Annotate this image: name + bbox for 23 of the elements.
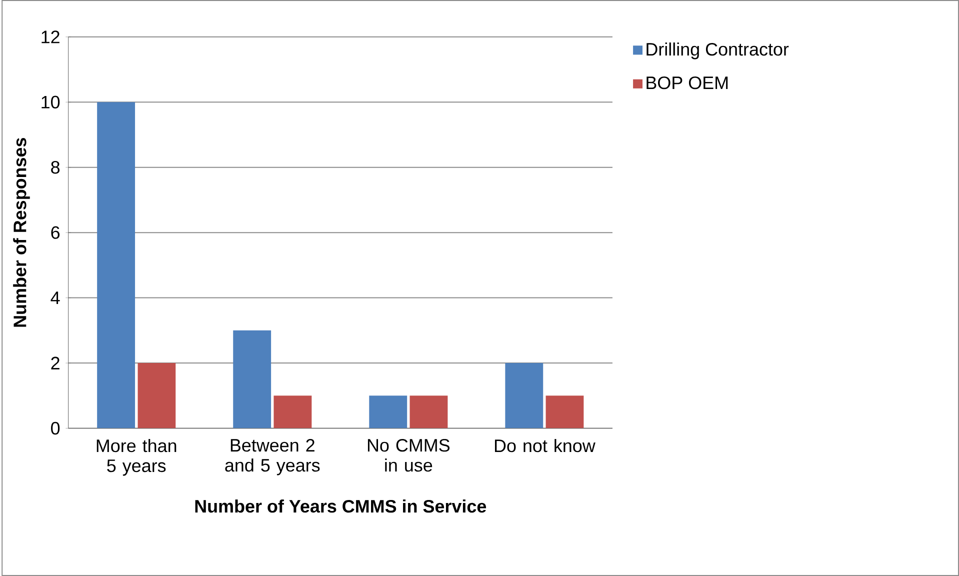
x-tick-label: More than 5 years — [96, 438, 176, 476]
y-tick-label: 10 — [42, 96, 60, 108]
y-tick-label: 6 — [51, 226, 60, 239]
bar — [233, 330, 272, 428]
bar — [505, 363, 544, 428]
bar — [138, 363, 176, 428]
x-axis-title: Number of Years CMMS in Service — [195, 499, 486, 513]
y-tick-label: 2 — [51, 356, 60, 370]
y-tick-label: 12 — [42, 30, 60, 44]
x-tick-label: Do not know — [494, 438, 596, 452]
bar — [369, 396, 408, 428]
legend-label: BOP OEM — [646, 76, 728, 90]
legend-label: Drilling Contractor — [646, 42, 789, 60]
bar — [410, 396, 448, 428]
y-axis-title: Number of Responses — [13, 138, 30, 327]
bar — [546, 396, 584, 428]
x-tick-label: Between 2 and 5 years — [225, 438, 320, 476]
bar — [97, 102, 136, 428]
bar — [274, 396, 312, 428]
y-tick-label: 4 — [50, 292, 60, 304]
y-tick-label: 0 — [51, 422, 60, 435]
y-tick-label: 8 — [51, 160, 60, 174]
x-tick-label: No CMMS in use — [368, 438, 450, 472]
